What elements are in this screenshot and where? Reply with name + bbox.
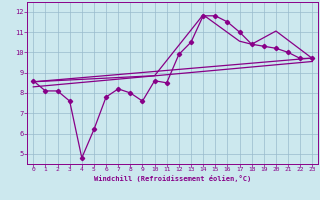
X-axis label: Windchill (Refroidissement éolien,°C): Windchill (Refroidissement éolien,°C) xyxy=(94,175,252,182)
